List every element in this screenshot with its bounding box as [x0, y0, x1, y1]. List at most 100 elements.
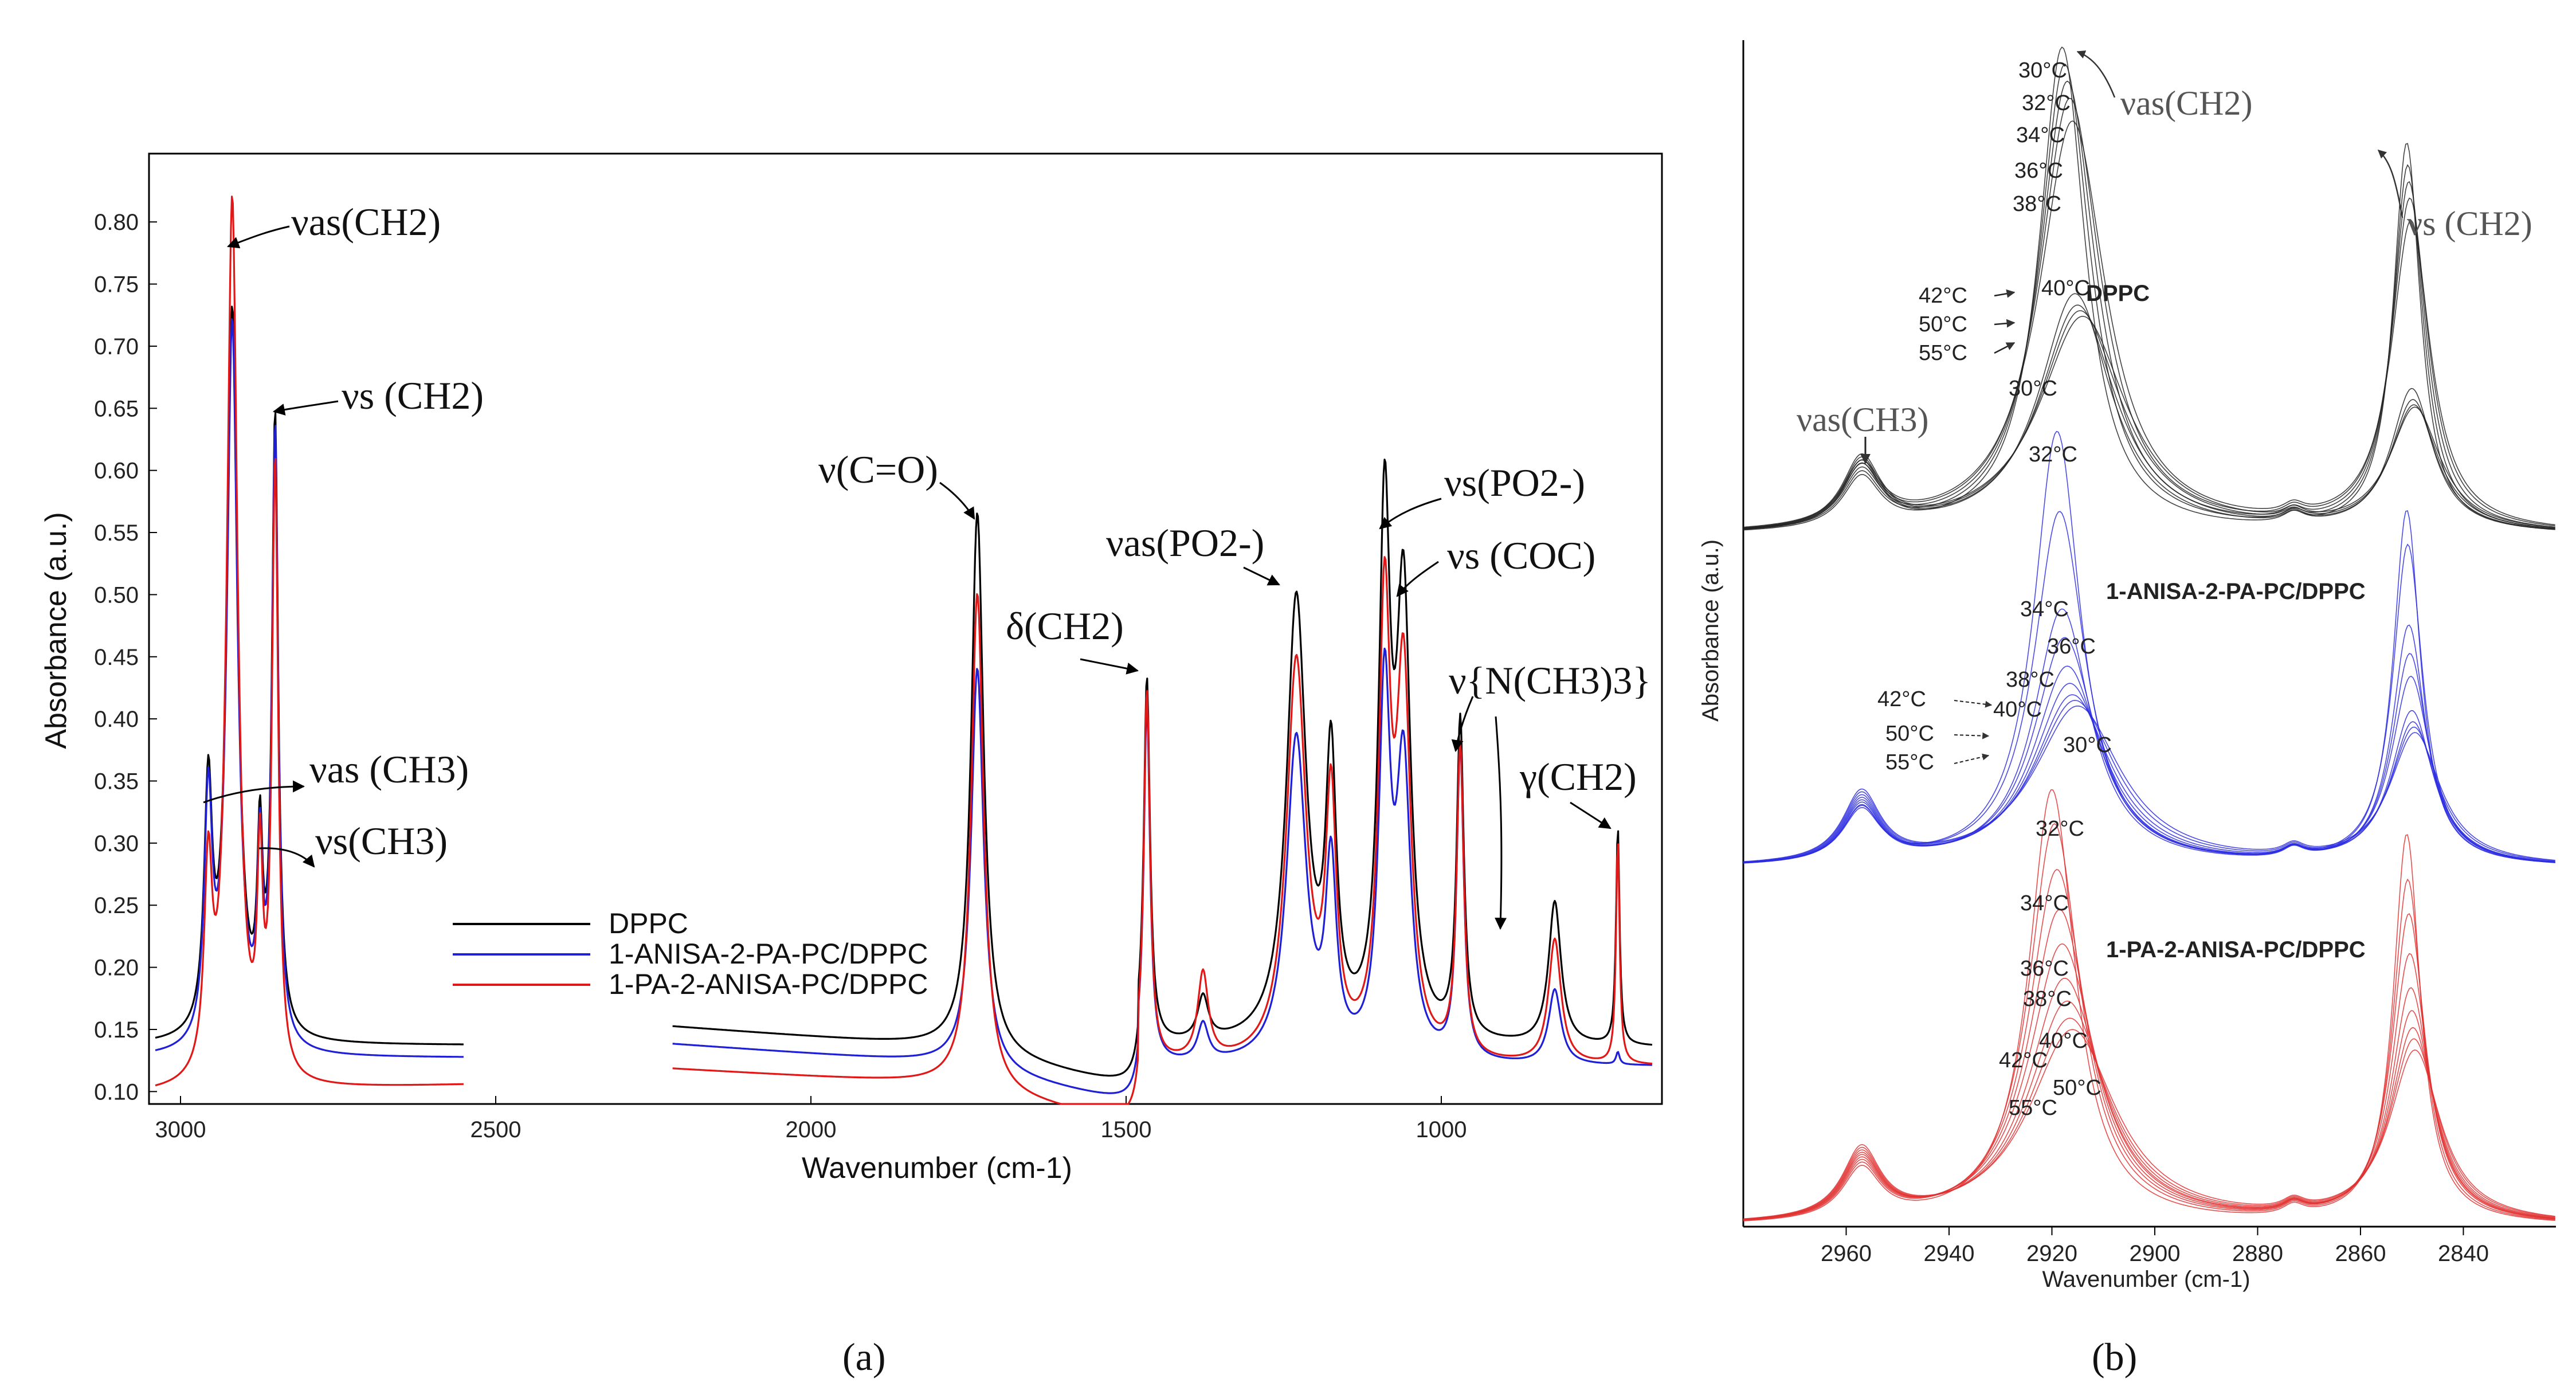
temp-curve-0-5 [1743, 293, 2555, 530]
temp-curve-1-3 [1743, 637, 2555, 864]
y-tick-label: 0.10 [94, 1079, 139, 1105]
temp-label: 40°C [1993, 698, 2042, 722]
arrow-vs-ch3 [258, 847, 315, 868]
arrow-vas-ch2 [227, 225, 290, 249]
y-tick-label: 0.60 [94, 459, 139, 484]
temp-curve-1-2 [1743, 608, 2555, 864]
temp-arrow [1994, 289, 2016, 298]
annotation-v-n-ch3: ν{N(CH3)3} [1449, 659, 1651, 702]
y-axis-label-b: Absorbance (a.u.) [1698, 539, 1723, 722]
temp-label: 55°C [1919, 341, 1967, 365]
y-tick-label: 0.40 [94, 707, 139, 732]
temp-label: 32°C [2036, 817, 2084, 841]
annotation-vs-po2: νs(PO2-) [1444, 461, 1585, 504]
legend-label-dppc: DPPC [609, 907, 688, 939]
annotation-b-vas-ch2: νas(CH2) [2120, 84, 2252, 122]
y-ticks-a: 0.10 0.15 0.20 0.25 0.30 0.35 0.40 0.45 0.50 0.55… [94, 210, 157, 1105]
temp-label: 34°C [2020, 891, 2069, 915]
temp-labels-dppc: 30°C 32°C 34°C 36°C 38°C 40°C 42°C 50°C … [1919, 58, 2090, 365]
annotation-vs-ch3: νs(CH3) [315, 819, 448, 863]
temp-curve-0-0 [1743, 46, 2555, 531]
curves-b [1743, 46, 2555, 1221]
temp-arrow [1954, 753, 1990, 764]
annotation-vas-ch2: νas(CH2) [291, 200, 441, 244]
caption-b: (b) [2092, 1335, 2137, 1379]
temp-curve-1-8 [1743, 705, 2555, 862]
temp-label: 30°C [2063, 733, 2112, 757]
temp-curve-2-3 [1743, 909, 2555, 1220]
annotations-a: νas(CH2) νs (CH2) νas (CH3) νs(CH3) ν(C=… [203, 200, 1651, 930]
temp-curve-2-5 [1743, 977, 2555, 1220]
arrow-vas-ch3 [203, 780, 305, 804]
y-tick-label: 0.15 [94, 1017, 139, 1043]
arrow-vs-coc [1396, 561, 1439, 597]
y-tick-label: 0.45 [94, 645, 139, 670]
temp-curve-0-6 [1743, 304, 2555, 530]
x-tick-label: 2500 [470, 1117, 522, 1142]
series-a [155, 195, 1653, 1105]
x-tick-label: 2880 [2232, 1241, 2283, 1266]
temp-curve-2-4 [1743, 943, 2555, 1220]
annotation-delta-ch2: δ(CH2) [1006, 604, 1124, 648]
x-tick-label: 1000 [1416, 1117, 1467, 1142]
temp-label: 30°C [2009, 377, 2057, 401]
panel-b: 2960 2940 2920 2900 2880 2860 2840 Wavenumber … [1698, 40, 2556, 1379]
temp-curve-0-8 [1743, 316, 2555, 528]
temp-curve-2-8 [1743, 1029, 2555, 1220]
legend-label-pa-anisa: 1-PA-2-ANISA-PC/DPPC [609, 968, 928, 1000]
y-tick-label: 0.20 [94, 956, 139, 981]
temp-curve-2-6 [1743, 1000, 2555, 1220]
temp-curve-1-4 [1743, 665, 2555, 863]
annotation-b-vas-ch3: νas(CH3) [1797, 401, 1928, 438]
y-tick-label: 0.30 [94, 831, 139, 856]
arrow-b-vas-ch2 [2076, 50, 2116, 98]
temp-label: 50°C [2053, 1076, 2101, 1100]
annotation-vas-po2: νas(PO2-) [1106, 521, 1264, 565]
panel-title-dppc: DPPC [2086, 281, 2150, 306]
panel-title-pa-anisa: 1-PA-2-ANISA-PC/DPPC [2106, 937, 2366, 962]
x-axis-label-a: Wavenumber (cm-1) [802, 1152, 1072, 1185]
x-tick-label: 1500 [1101, 1117, 1152, 1142]
temp-label: 55°C [1885, 750, 1934, 774]
temp-arrow [1994, 342, 2016, 354]
temp-label: 34°C [2016, 123, 2065, 147]
annotation-v-co: ν(C=O) [818, 448, 938, 491]
series-line-2 [155, 195, 1653, 1105]
annotation-vs-coc: νs (COC) [1447, 534, 1595, 577]
temp-label: 32°C [2022, 91, 2071, 115]
temp-arrow [1954, 700, 1993, 708]
y-tick-label: 0.35 [94, 769, 139, 794]
y-tick-label: 0.65 [94, 396, 139, 421]
annotation-vs-ch2: νs (CH2) [342, 374, 484, 417]
temp-curve-1-6 [1743, 694, 2555, 863]
x-tick-label: 2840 [2438, 1241, 2489, 1266]
temp-label: 40°C [2041, 276, 2090, 300]
x-tick-label: 2960 [1821, 1241, 1872, 1266]
temp-label: 40°C [2039, 1029, 2088, 1053]
series-line-1 [155, 318, 1652, 1094]
arrow-v-n-ch3 [1451, 696, 1474, 753]
y-tick-label: 0.50 [94, 582, 139, 608]
temp-labels-pa-anisa: 32°C 34°C 36°C 38°C 40°C 42°C 50°C 55°C [1999, 817, 2101, 1120]
arrow-v-n-ch3-down [1495, 716, 1507, 930]
y-tick-label: 0.55 [94, 520, 139, 546]
caption-a: (a) [842, 1335, 885, 1379]
temp-curve-2-0 [1743, 789, 2555, 1221]
arrow-gamma-ch2 [1570, 801, 1612, 829]
temp-curve-0-1 [1743, 64, 2555, 530]
arrow-vs-ch2 [272, 400, 339, 416]
arrow-vs-po2 [1379, 498, 1442, 530]
temp-label: 38°C [2006, 668, 2054, 692]
temp-curve-1-7 [1743, 699, 2555, 863]
temp-label: 36°C [2047, 635, 2096, 659]
x-axis-label-b: Wavenumber (cm-1) [2042, 1267, 2250, 1292]
legend-a: DPPC 1-ANISA-2-PA-PC/DPPC 1-PA-2-ANISA-P… [453, 907, 928, 1000]
x-tick-label: 3000 [155, 1117, 206, 1142]
temp-curve-0-3 [1743, 97, 2555, 528]
arrow-v-co [939, 481, 975, 520]
temp-curve-1-5 [1743, 683, 2555, 863]
temp-curve-2-7 [1743, 1017, 2555, 1220]
temp-label: 50°C [1919, 312, 1967, 336]
temp-label: 32°C [2029, 443, 2077, 467]
